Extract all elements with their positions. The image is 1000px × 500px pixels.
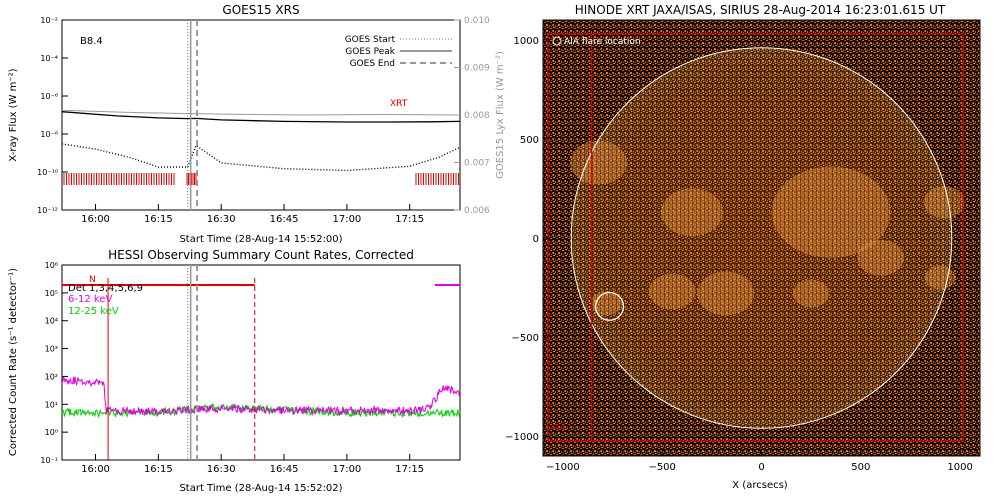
legend-goes-start: GOES Start (345, 35, 396, 45)
hessi-plot-frame (61, 264, 461, 461)
hessi-x-tick-label: 16:45 (270, 464, 299, 475)
goes-y2-tick-label: 0.009 (464, 64, 490, 74)
hessi-series-line (62, 376, 460, 417)
xrt-y-tick-label: 500 (520, 135, 539, 146)
xrt-title: HINODE XRT JAXA/ISAS, SIRIUS 28-Aug-2014… (575, 3, 946, 17)
goes-y-label: X-ray Flux (W m⁻²) (8, 68, 19, 161)
xrt-x-tick-label: −500 (648, 462, 675, 473)
goes-y2-tick-label: 0.007 (464, 159, 490, 169)
hessi-y-tick-label: 10³ (45, 345, 58, 354)
hessi-x-tick-label: 17:00 (332, 464, 361, 475)
flare-legend-label: AIA flare location (564, 37, 641, 47)
xrt-y-tick-label: −500 (512, 333, 539, 344)
xrt-marker-label: XRT (390, 99, 408, 109)
legend-6-12-kev: 6-12 keV (68, 294, 112, 305)
hessi-y-label: Corrected Count Rate (s⁻¹ detector⁻¹) (8, 268, 19, 456)
goes-x-tick-label: 17:00 (332, 214, 361, 225)
goes-panel: GOES15 XRS 16:00 16:15 16:30 16:45 17:00 17:1… (8, 3, 506, 245)
goes-x-tick-label: 16:00 (81, 214, 110, 225)
goes-x-tick-label: 16:15 (144, 214, 173, 225)
xrt-panel: HINODE XRT JAXA/ISAS, SIRIUS 28-Aug-2014… (505, 3, 981, 491)
hessi-y-tick-label: 10⁻¹ (40, 456, 58, 465)
goes-y-axis: 10⁻¹² 10⁻¹⁰ 10⁻⁸ 10⁻⁶ 10⁻⁴ 10⁻² (37, 16, 68, 215)
hessi-legend: Det 1,3,4,5,6,9 6-12 keV 12-25 keV (68, 283, 143, 317)
goes-y-tick-label: 10⁻⁴ (40, 54, 58, 63)
goes-y-tick-label: 10⁻² (40, 16, 58, 25)
hessi-x-label: Start Time (28-Aug-14 15:52:02) (179, 483, 342, 494)
hessi-x-tick-label: 16:30 (207, 464, 236, 475)
goes-y-tick-label: 10⁻⁸ (40, 130, 58, 139)
hessi-x-tick-label: 17:15 (395, 464, 424, 475)
goes-series-line (62, 111, 460, 123)
hessi-panel: HESSI Observing Summary Count Rates, Cor… (8, 248, 461, 494)
hessi-y-tick-label: 10⁶ (45, 261, 58, 270)
goes-x-tick-label: 16:30 (207, 214, 236, 225)
xrt-x-tick-label: 1000 (947, 462, 972, 473)
xrt-y-tick-label: 0 (533, 234, 539, 245)
hessi-y-tick-label: 10⁴ (45, 317, 58, 326)
goes-series-group (62, 20, 460, 210)
xrt-x-label: X (arcsecs) (732, 480, 788, 491)
legend-12-25-kev: 12-25 keV (68, 306, 119, 317)
goes-title: GOES15 XRS (222, 3, 299, 17)
hessi-series-group (62, 265, 460, 460)
legend-goes-peak: GOES Peak (345, 47, 395, 57)
flare-legend-marker (552, 36, 562, 46)
goes-y2-label: GOES15 Lyx Flux (W m⁻²) (495, 51, 506, 179)
xrt-x-tick-label: 500 (851, 462, 870, 473)
hessi-series-line (62, 402, 460, 419)
xrt-corner-label: Rot (552, 423, 565, 432)
hessi-title: HESSI Observing Summary Count Rates, Cor… (108, 248, 414, 262)
goes-class-label: B8.4 (80, 36, 103, 47)
goes-y-tick-label: 10⁻⁶ (40, 92, 58, 101)
solar-limb-circle (570, 47, 953, 429)
goes-legend: GOES Start GOES Peak GOES End (345, 35, 452, 69)
hessi-y-tick-label: 10¹ (45, 400, 58, 409)
xrt-y-tick-label: −1000 (505, 432, 539, 443)
goes-x-tick-label: 17:15 (395, 214, 424, 225)
hessi-night-flag: N (89, 275, 96, 285)
goes-x-label: Start Time (28-Aug-14 15:52:00) (179, 234, 342, 245)
hessi-y-tick-label: 10⁰ (45, 428, 58, 437)
goes-y2-tick-label: 0.010 (464, 16, 490, 26)
goes-y2-tick-label: 0.008 (464, 111, 490, 121)
goes-x-axis: 16:00 16:15 16:30 16:45 17:00 17:15 (81, 204, 424, 225)
goes-series-line (62, 143, 460, 172)
legend-detectors: Det 1,3,4,5,6,9 (68, 283, 143, 294)
hessi-y-axis: 10⁻¹ 10⁰ 10¹ 10² 10³ 10⁴ 10⁵ 10⁶ (40, 261, 68, 465)
goes-x-tick-label: 16:45 (270, 214, 299, 225)
goes-series-line (62, 109, 460, 116)
hessi-x-tick-label: 16:15 (144, 464, 173, 475)
hessi-y-tick-label: 10⁵ (45, 289, 58, 298)
goes-y2-tick-label: 0.006 (464, 206, 490, 216)
xrt-x-axis: −1000 −500 0 500 1000 (546, 450, 973, 473)
legend-goes-end: GOES End (350, 59, 395, 69)
xrt-y-tick-label: 1000 (514, 36, 539, 47)
goes-y-tick-label: 10⁻¹² (37, 206, 58, 215)
goes-y-tick-label: 10⁻¹⁰ (37, 168, 58, 177)
hessi-y-tick-label: 10² (45, 372, 58, 381)
flare-location-circle (594, 291, 625, 321)
goes-y2-axis: 0.006 0.007 0.008 0.009 0.010 (454, 16, 490, 216)
hessi-x-axis: 16:00 16:15 16:30 16:45 17:00 17:15 (81, 454, 424, 475)
xrt-y-axis: −1000 −500 0 500 1000 (505, 36, 549, 443)
xrt-image (543, 20, 980, 456)
xrt-x-tick-label: 0 (758, 462, 764, 473)
xrt-x-tick-label: −1000 (546, 462, 580, 473)
xrt-image-streaks (543, 20, 980, 456)
hessi-x-tick-label: 16:00 (81, 464, 110, 475)
